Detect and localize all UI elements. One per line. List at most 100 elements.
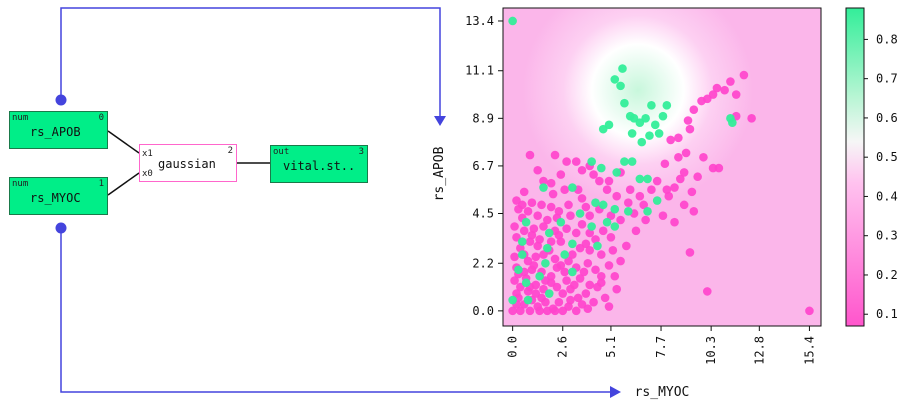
probability-field [503,8,821,326]
data-point-high [508,16,517,26]
data-point-low [581,202,591,212]
data-point-low [550,254,560,264]
data-point-low [697,96,706,106]
colorbar-tick-label: 0.1 [876,307,898,321]
data-point-low [670,183,679,192]
data-point-low [543,215,552,225]
y-axis-ticks: 0.0 2.2 4.5 6.7 8.9 11.1 13.4 [465,14,503,318]
data-point-low [674,133,683,143]
node-input-apob[interactable]: num 0 rs_APOB [9,111,108,149]
data-point-low [562,224,571,233]
data-point-low [664,191,674,201]
data-point-low [693,172,702,182]
node-index: 3 [358,147,364,157]
data-point-low [581,289,591,298]
edge-apob-to-gaussian [107,130,140,154]
data-point-high [568,239,577,249]
data-point-low [564,200,573,210]
data-point-high [662,101,672,110]
colorbar [845,7,865,327]
data-point-low [639,200,648,210]
data-point-low [533,211,542,220]
data-point-low [583,258,593,268]
data-point-high [596,163,606,173]
x-tick-label: 2.6 [556,336,570,358]
data-point-low [529,224,539,233]
data-point-low [533,165,542,175]
data-point-low [539,176,548,186]
edge-myoc-to-gaussian [107,172,140,196]
data-point-low [510,252,519,262]
data-point-low [702,287,712,296]
data-point-low [625,185,635,195]
data-point-low [539,222,548,231]
data-point-low [585,228,595,238]
data-point-low [571,228,581,238]
data-point-low [546,178,556,188]
data-point-high [620,157,629,166]
data-point-high [544,228,554,238]
node-input-myoc[interactable]: num 1 rs_MYOC [9,177,108,215]
data-point-low [589,170,598,179]
data-point-low [608,245,618,255]
data-point-low [647,185,656,195]
data-point-low [577,300,587,309]
data-point-high [523,295,533,305]
x-tick-label: 12.8 [752,336,766,365]
data-point-low [527,230,537,240]
node-type-tag: num [12,113,29,123]
data-point-high [535,271,544,281]
data-point-high [627,157,637,166]
data-point-low [535,306,544,316]
data-point-high [508,295,517,305]
data-point-high [560,250,569,259]
plot-frame [502,7,822,327]
y-tick-label: 13.4 [465,14,494,28]
data-point-low [666,135,675,145]
data-point-low [525,306,535,316]
arrow-right-icon [610,386,621,398]
data-point-high [635,174,645,184]
input-port-x1: x1 [142,149,153,159]
data-point-high [652,196,662,205]
data-point-low [679,168,689,177]
node-title: vital.st.. [283,159,356,173]
data-point-high [521,217,531,227]
data-point-high [517,237,527,246]
y-tick-label: 2.2 [472,256,494,270]
data-point-low [533,241,542,251]
data-point-low [658,211,668,220]
wire-port-myoc[interactable] [55,222,67,234]
data-point-low [683,116,693,125]
data-point-low [600,293,610,303]
data-point-low [631,226,641,236]
wire-port-apob[interactable] [55,94,67,106]
node-output[interactable]: out 3 vital.st.. [270,145,368,183]
data-point-low [562,157,571,166]
data-point-low [739,70,749,80]
data-point-low [681,148,691,158]
data-point-low [575,243,585,253]
data-point-low [575,274,585,283]
data-points [508,16,814,316]
y-tick-label: 6.7 [472,159,494,173]
node-title: gaussian [158,157,216,171]
data-point-low [558,289,568,298]
data-point-low [616,215,625,225]
input-port-x0: x0 [142,169,153,179]
data-point-high [610,75,620,84]
data-point-low [606,211,616,220]
data-point-low [616,256,625,266]
data-point-low [523,207,533,216]
data-point-low [537,200,546,210]
node-gaussian[interactable]: x1 x0 2 gaussian [139,144,237,182]
data-point-low [546,237,556,246]
data-point-low [571,306,581,316]
data-point-high [587,222,596,231]
data-point-low [535,235,544,244]
data-point-high [602,217,612,227]
x-tick-label: 5.1 [604,336,618,358]
data-point-high [645,131,654,140]
data-point-high [610,204,620,214]
